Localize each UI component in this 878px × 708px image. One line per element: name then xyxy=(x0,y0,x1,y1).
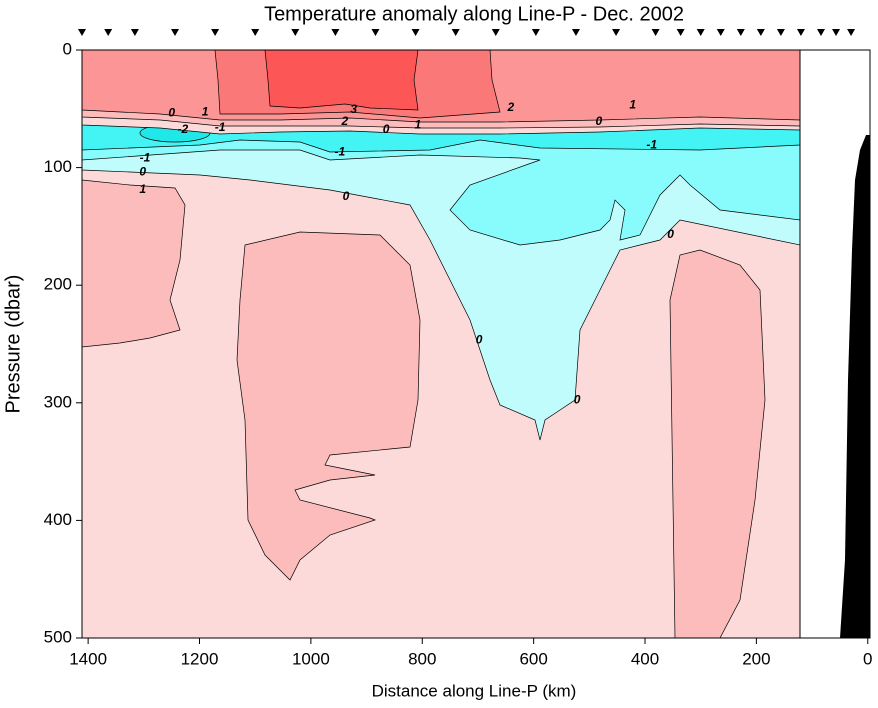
station-marker xyxy=(847,29,856,36)
x-tick-label: 600 xyxy=(519,649,547,668)
contour-label: 0 xyxy=(383,122,390,136)
contour-label: 0 xyxy=(574,393,581,407)
chart-title: Temperature anomaly along Line-P - Dec. … xyxy=(264,3,684,25)
contour-label: -1 xyxy=(335,144,346,158)
contour-label: 1 xyxy=(139,182,146,196)
station-marker xyxy=(491,29,500,36)
station-marker xyxy=(171,29,180,36)
contour-label: 0 xyxy=(476,333,483,347)
station-marker xyxy=(816,29,825,36)
y-tick-label: 300 xyxy=(44,392,72,411)
x-axis-label: Distance along Line-P (km) xyxy=(372,681,577,700)
station-marker xyxy=(716,29,725,36)
plot-frame xyxy=(81,49,871,639)
contour-label: 3 xyxy=(350,102,357,116)
station-marker xyxy=(676,29,685,36)
station-marker xyxy=(331,29,340,36)
x-tick-label: 800 xyxy=(408,649,436,668)
station-marker xyxy=(291,29,300,36)
station-marker xyxy=(531,29,540,36)
contour-fills xyxy=(81,49,870,639)
fill-3 xyxy=(264,49,419,111)
contour-label: 1 xyxy=(202,104,209,118)
contour-label: 0 xyxy=(168,106,175,120)
contour-label: -1 xyxy=(646,137,657,151)
y-tick-label: 400 xyxy=(44,510,72,529)
y-tick-label: 500 xyxy=(44,627,72,646)
contour-label: 1 xyxy=(414,117,421,131)
station-marker xyxy=(832,29,841,36)
x-tick-label: 1200 xyxy=(181,649,219,668)
contour-label: -1 xyxy=(140,150,151,164)
y-tick-label: 100 xyxy=(44,157,72,176)
station-marker xyxy=(612,29,621,36)
fill-1-2 xyxy=(669,249,766,639)
contour-label: 0 xyxy=(595,114,602,128)
station-marker xyxy=(251,29,260,36)
station-marker xyxy=(411,29,420,36)
y-axis-label: Pressure (dbar) xyxy=(2,275,24,414)
x-tick-label: 400 xyxy=(631,649,659,668)
station-marker xyxy=(571,29,580,36)
station-marker xyxy=(736,29,745,36)
station-marker xyxy=(130,29,139,36)
y-tick-label: 200 xyxy=(44,275,72,294)
station-marker xyxy=(451,29,460,36)
contour-label: 2 xyxy=(341,114,349,128)
station-marker xyxy=(104,29,113,36)
station-marker xyxy=(651,29,660,36)
bathymetry xyxy=(840,135,870,638)
station-marker xyxy=(696,29,705,36)
x-tick-label: 0 xyxy=(863,649,872,668)
contour-label: 0 xyxy=(343,189,350,203)
station-marker xyxy=(211,29,220,36)
x-tick-label: 1400 xyxy=(69,649,107,668)
fill-1-2 xyxy=(236,231,421,581)
station-marker xyxy=(776,29,785,36)
y-tick-label: 0 xyxy=(63,39,72,58)
contour-label: -2 xyxy=(177,122,188,136)
contour-label: 1 xyxy=(629,97,636,111)
station-marker xyxy=(78,29,86,36)
x-tick-label: 200 xyxy=(742,649,770,668)
x-tick-label: 1000 xyxy=(292,649,330,668)
station-marker xyxy=(371,29,380,36)
contour-label: 0 xyxy=(667,227,674,241)
station-marker xyxy=(756,29,765,36)
contour-label: 2 xyxy=(506,100,514,114)
contour-label: -1 xyxy=(215,120,226,134)
contour-label: 0 xyxy=(139,164,146,178)
station-marker xyxy=(796,29,805,36)
fill-1-2 xyxy=(81,179,186,348)
